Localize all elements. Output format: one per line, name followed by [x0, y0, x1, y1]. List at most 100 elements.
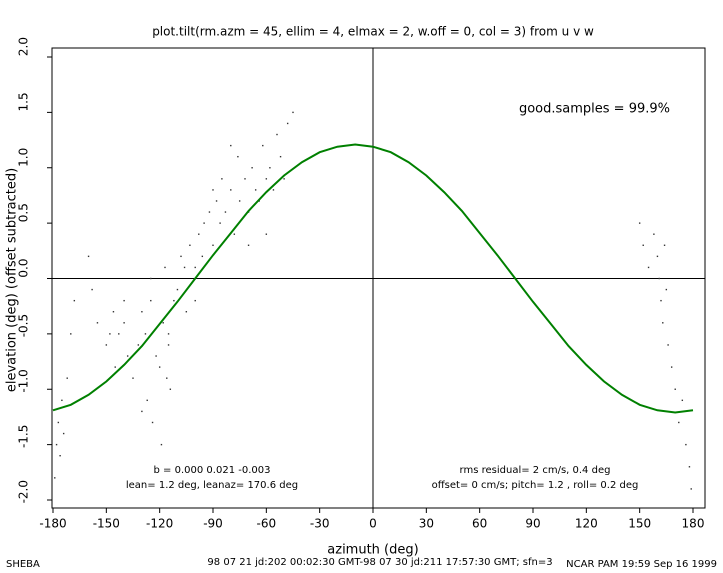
point	[670, 366, 673, 368]
point	[173, 299, 175, 302]
point	[653, 233, 655, 235]
point	[61, 399, 63, 402]
point	[265, 178, 268, 180]
x-tick-label: -150	[93, 517, 120, 531]
y-tick-label: 0.5	[17, 203, 31, 222]
point	[183, 266, 186, 269]
x-tick-label: 120	[575, 517, 598, 531]
point	[663, 244, 666, 246]
y-tick-label: -0.5	[17, 314, 31, 337]
point	[160, 443, 163, 446]
point	[66, 377, 68, 379]
point	[137, 344, 140, 346]
point	[109, 333, 111, 335]
point	[681, 399, 684, 402]
fit-line	[52, 143, 694, 414]
point	[286, 122, 289, 125]
x-tick-label: -90	[203, 517, 223, 531]
point	[87, 255, 90, 258]
point	[91, 288, 93, 291]
point	[678, 421, 680, 424]
point	[688, 466, 691, 468]
point	[167, 333, 170, 335]
x-tick-label: 0	[369, 517, 377, 531]
point	[141, 410, 143, 413]
point	[237, 155, 239, 158]
chart-title: plot.tilt(rm.azm = 45, ellim = 4, elmax …	[152, 25, 594, 39]
x-tick-label: -60	[257, 517, 277, 531]
point	[283, 178, 285, 180]
point	[201, 255, 204, 258]
point	[55, 443, 58, 446]
point	[212, 244, 214, 246]
point	[73, 299, 76, 302]
point	[230, 189, 232, 191]
point	[276, 133, 278, 136]
y-tick-label: -1.5	[17, 425, 31, 448]
point	[279, 155, 282, 158]
point	[203, 222, 205, 224]
point	[224, 211, 227, 213]
x-tick-label: 30	[419, 517, 434, 531]
point	[176, 288, 179, 291]
footer: NCAR PAM 19:59 Sep 16 1999	[566, 559, 717, 570]
point	[638, 222, 641, 224]
y-axis-label: elevation (deg) (offset subtracted)	[5, 168, 20, 392]
point	[272, 189, 275, 191]
footer: 98 07 21 jd:202 00:02:30 GMT-98 07 30 jd…	[207, 557, 552, 568]
point	[221, 178, 223, 180]
point	[105, 344, 108, 346]
y-tick-label: -2.0	[17, 480, 31, 503]
point	[59, 455, 61, 457]
x-tick-label: -120	[146, 517, 173, 531]
point	[146, 399, 148, 402]
point	[238, 200, 241, 202]
point	[132, 377, 134, 379]
point	[662, 322, 664, 324]
point	[150, 299, 152, 302]
point	[685, 443, 687, 446]
point	[690, 488, 692, 490]
x-tick-label: -30	[310, 517, 330, 531]
point	[215, 200, 218, 202]
point	[166, 377, 168, 379]
point	[247, 244, 250, 246]
point	[233, 233, 236, 235]
y-tick-label: 2.0	[17, 37, 31, 56]
point	[251, 167, 253, 169]
point	[647, 266, 650, 269]
point	[180, 255, 182, 258]
y-tick-label: 0.0	[17, 259, 31, 278]
point	[194, 299, 196, 302]
point	[123, 322, 125, 324]
point	[169, 388, 172, 390]
point	[158, 366, 161, 368]
footer: SHEBA	[6, 559, 40, 570]
point	[123, 299, 125, 302]
point	[656, 255, 659, 258]
point	[96, 322, 99, 324]
point	[150, 277, 152, 280]
point	[162, 322, 164, 324]
point	[194, 266, 196, 269]
point	[262, 144, 264, 147]
point	[54, 477, 56, 479]
y-tick-label: 1.5	[17, 92, 31, 111]
annotation: rms residual= 2 cm/s, 0.4 deg	[460, 465, 611, 476]
point	[244, 178, 246, 180]
point	[185, 311, 188, 313]
annotation: offset= 0 cm/s; pitch= 1.2 , roll= 0.2 d…	[432, 480, 639, 491]
point	[189, 244, 191, 246]
point	[167, 344, 170, 346]
point	[155, 355, 157, 357]
annotation: b = 0.000 0.021 -0.003	[154, 465, 271, 476]
point	[667, 344, 669, 346]
point	[141, 311, 143, 313]
point	[62, 432, 65, 435]
y-tick-label: -1.0	[17, 369, 31, 392]
point	[57, 421, 60, 424]
point	[269, 167, 271, 169]
point	[212, 189, 214, 191]
